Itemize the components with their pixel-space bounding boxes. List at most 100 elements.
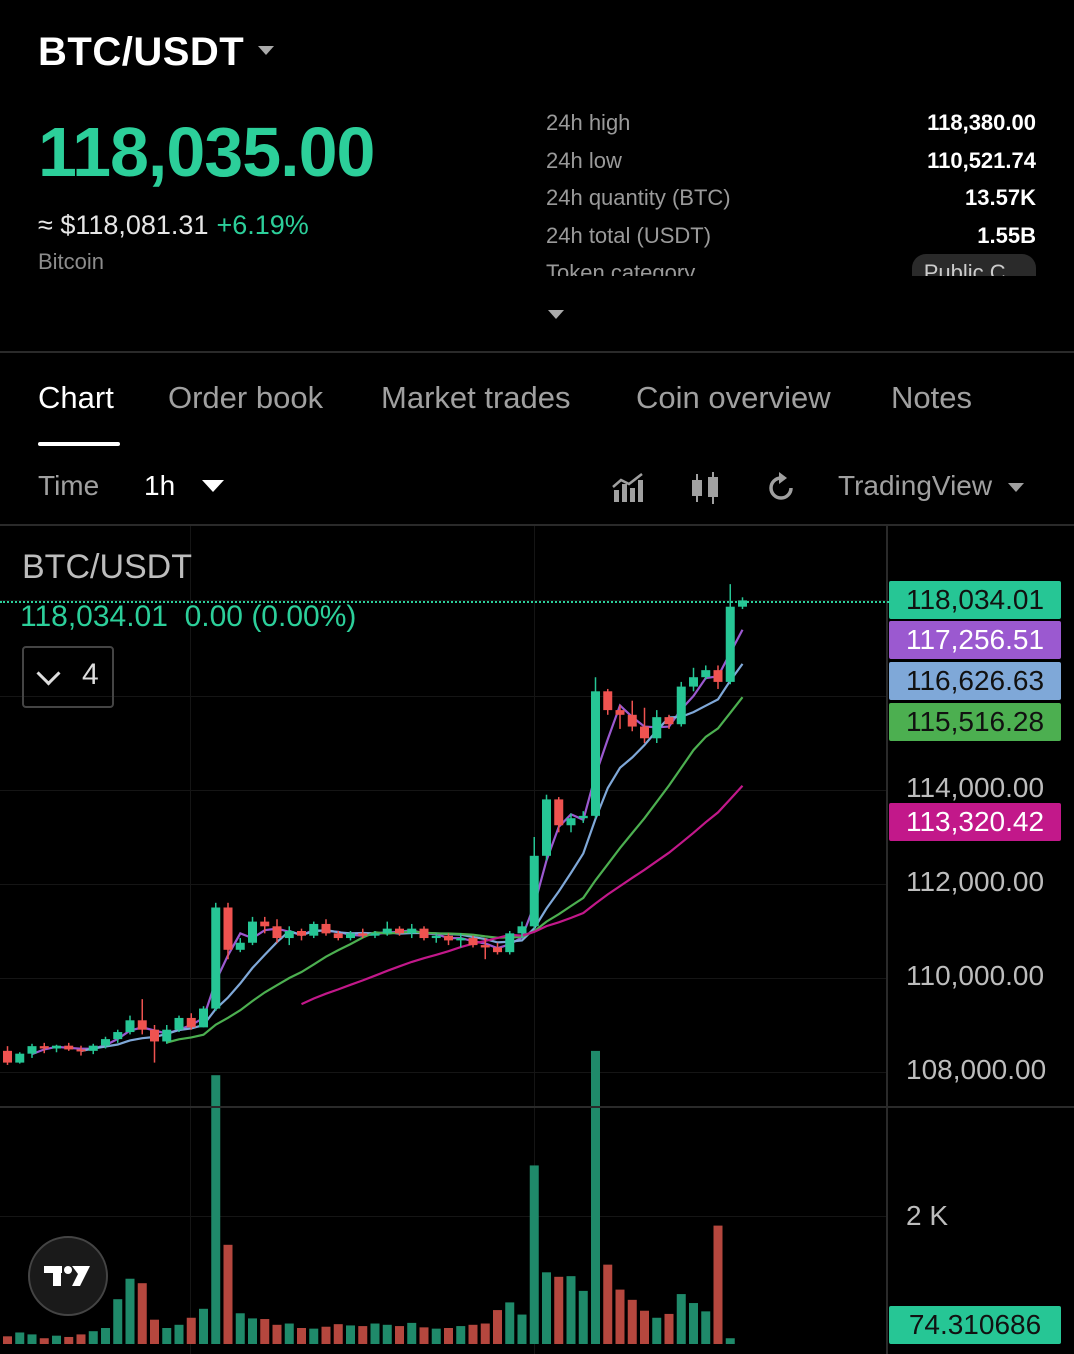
ma-line <box>31 629 744 1056</box>
volume-bar <box>27 1334 37 1344</box>
volume-bar <box>676 1294 686 1344</box>
volume-bar <box>664 1313 674 1344</box>
candle-body <box>3 1050 12 1063</box>
last-price-line <box>0 601 889 603</box>
stat-label: 24h quantity (BTC) <box>546 185 731 211</box>
token-category-badge[interactable]: Public C... <box>911 254 1036 276</box>
ma-line <box>80 663 744 1053</box>
chart-last-price: 118,034.01 0.00 (0.00%) <box>20 600 357 633</box>
indicator-count: 4 <box>82 658 99 691</box>
price-chart[interactable] <box>0 526 886 1354</box>
tab-coin-overview[interactable]: Coin overview <box>636 380 831 415</box>
grid-line <box>0 1216 886 1217</box>
candle-body <box>162 1029 172 1042</box>
volume-bar <box>235 1313 245 1344</box>
candle-body <box>101 1039 110 1046</box>
approx-usd-row: ≈ $118,081.31 +6.19% <box>38 210 309 241</box>
interval-selector[interactable]: 1h <box>144 470 176 501</box>
price-tag-ma1: 117,256.51 <box>889 621 1061 659</box>
price-tick: 114,000.00 <box>906 772 1045 803</box>
candle-body <box>664 717 674 725</box>
stat-value: 110,521.74 <box>927 147 1036 173</box>
stat-row: Token category Public C... <box>546 254 1036 276</box>
volume-bar <box>419 1327 429 1344</box>
volume-bar <box>186 1317 196 1344</box>
candle-body <box>248 921 257 943</box>
indicators-toggle[interactable]: 4 <box>22 646 114 708</box>
volume-bar <box>431 1328 441 1344</box>
candlestick-icon[interactable] <box>687 470 723 506</box>
stat-row: 24h high 118,380.00 <box>546 104 1036 142</box>
volume-bar <box>272 1324 282 1344</box>
tab-market-trades[interactable]: Market trades <box>381 380 571 415</box>
candle-body <box>603 691 613 711</box>
candle-body <box>137 1020 147 1030</box>
candle-body <box>186 1017 196 1028</box>
price-tick: 112,000.00 <box>906 866 1045 897</box>
volume-bar <box>603 1264 613 1344</box>
volume-bar <box>199 1308 208 1344</box>
candle-body <box>88 1045 98 1051</box>
candle-body <box>640 726 649 739</box>
indicators-icon[interactable] <box>610 470 646 506</box>
candle-body <box>578 815 588 819</box>
volume-bar <box>52 1335 61 1344</box>
chart-source-selector[interactable]: TradingView <box>838 470 993 501</box>
chevron-down-icon <box>36 661 61 686</box>
candle-body <box>480 945 490 948</box>
stat-row: 24h total (USDT) 1.55B <box>546 217 1036 255</box>
candle-body <box>676 686 686 725</box>
grid-line <box>534 526 535 1354</box>
volume-bar <box>395 1326 404 1344</box>
volume-bar <box>3 1336 12 1344</box>
volume-bar <box>260 1319 270 1344</box>
volume-bar <box>101 1328 110 1344</box>
volume-bar <box>309 1328 319 1344</box>
tab-chart[interactable]: Chart <box>38 380 114 415</box>
tradingview-logo[interactable] <box>28 1236 108 1316</box>
candle-body <box>493 947 502 953</box>
volume-bar <box>333 1324 343 1344</box>
stat-value: 1.55B <box>977 222 1036 248</box>
volume-bar <box>223 1244 233 1344</box>
candle-body <box>76 1049 86 1052</box>
approx-usd: ≈ $118,081.31 <box>38 210 209 240</box>
ma-line <box>301 784 744 1006</box>
candle-body <box>150 1029 159 1042</box>
volume-bar <box>480 1323 490 1344</box>
volume-bar <box>321 1326 331 1344</box>
chart-source-dropdown-icon[interactable] <box>1008 483 1024 492</box>
volume-bar <box>88 1331 98 1344</box>
tab-order-book[interactable]: Order book <box>168 380 324 415</box>
candle-body <box>199 1008 208 1028</box>
stat-label: 24h total (USDT) <box>546 222 712 248</box>
refresh-icon[interactable] <box>763 470 799 506</box>
candle-body <box>309 923 319 936</box>
candle-body <box>627 714 637 727</box>
candle-body <box>542 799 551 856</box>
ma-line <box>166 696 744 1044</box>
change-percent: +6.19% <box>216 210 309 240</box>
stat-label: Token category <box>546 260 696 276</box>
interval-dropdown-icon[interactable] <box>202 480 224 492</box>
price-tick: 108,000.00 <box>906 1054 1047 1085</box>
tab-notes[interactable]: Notes <box>891 380 972 415</box>
tradingview-logo-icon <box>44 1266 90 1286</box>
volume-bar <box>578 1290 588 1344</box>
pair-dropdown-icon[interactable] <box>258 46 274 55</box>
candle-body <box>652 717 662 739</box>
volume-bar <box>297 1328 306 1344</box>
candle-body <box>529 855 539 927</box>
grid-line <box>0 790 886 791</box>
volume-bar <box>456 1326 466 1344</box>
candle-body <box>27 1046 37 1054</box>
candle-body <box>566 818 576 826</box>
grid-line <box>0 600 886 601</box>
expand-stats-icon[interactable] <box>548 310 564 319</box>
volume-bar <box>15 1332 25 1344</box>
volume-bar <box>174 1324 184 1344</box>
tab-bar: Chart Order book Market trades Coin over… <box>0 380 1074 440</box>
candle-body <box>125 1020 135 1033</box>
stat-row: 24h quantity (BTC) 13.57K <box>546 179 1036 217</box>
pair-selector[interactable]: BTC/USDT <box>38 30 245 74</box>
